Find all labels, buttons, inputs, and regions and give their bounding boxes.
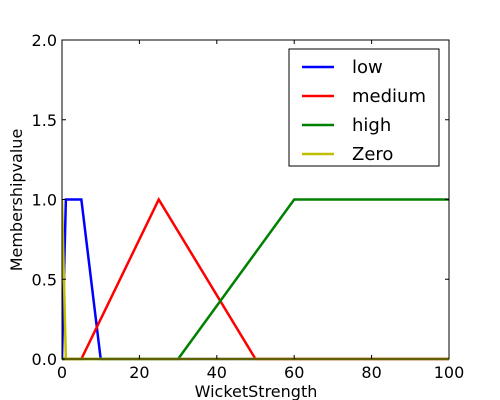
y-tick-label: 1.0	[32, 191, 57, 210]
x-axis-label: WicketStrength	[195, 382, 318, 400]
legend-label-high: high	[352, 115, 391, 136]
y-tick-label: 1.5	[32, 111, 57, 130]
y-tick-label: 2.0	[32, 31, 57, 50]
x-tick-label: 60	[284, 363, 304, 382]
x-tick-label: 40	[207, 363, 227, 382]
y-tick-label: 0.0	[32, 350, 57, 369]
x-tick-label: 20	[129, 363, 149, 382]
y-axis-label: Membershipvalue	[7, 129, 26, 272]
legend-label-medium: medium	[352, 86, 426, 107]
ticks: 0 20 40 60 80 100 0.0 0.5 1.0 1.5 2.0	[32, 31, 465, 382]
legend: low medium high Zero	[288, 48, 440, 167]
x-tick-label: 80	[361, 363, 381, 382]
legend-label-low: low	[352, 57, 383, 78]
x-tick-label: 100	[434, 363, 465, 382]
y-tick-label: 0.5	[32, 270, 57, 289]
legend-box	[288, 48, 440, 167]
legend-label-zero: Zero	[352, 144, 393, 165]
x-tick-label: 0	[57, 363, 67, 382]
